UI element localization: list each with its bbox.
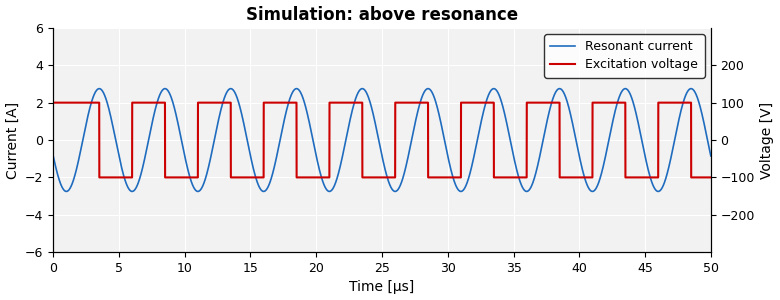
Resonant current xyxy=(212,124,222,128)
Title: Simulation: above resonance: Simulation: above resonance xyxy=(246,6,518,24)
Resonant current xyxy=(470,148,480,152)
Line: Excitation voltage: Excitation voltage xyxy=(53,103,711,177)
Y-axis label: Voltage [V]: Voltage [V] xyxy=(760,101,775,178)
Resonant current xyxy=(48,154,58,158)
Excitation voltage xyxy=(48,101,58,104)
Excitation voltage xyxy=(470,101,480,104)
Excitation voltage xyxy=(519,176,529,179)
Excitation voltage xyxy=(212,101,222,104)
X-axis label: Time [μs]: Time [μs] xyxy=(349,280,415,294)
Excitation voltage xyxy=(360,176,369,179)
Resonant current xyxy=(686,87,696,90)
Excitation voltage xyxy=(664,101,673,104)
Excitation voltage xyxy=(706,176,715,179)
Line: Resonant current: Resonant current xyxy=(53,88,711,191)
Y-axis label: Current [A]: Current [A] xyxy=(5,101,20,178)
Resonant current xyxy=(62,190,71,193)
Resonant current xyxy=(664,168,673,171)
Resonant current xyxy=(360,88,369,92)
Resonant current xyxy=(446,168,456,172)
Excitation voltage xyxy=(94,176,104,179)
Resonant current xyxy=(706,154,715,158)
Legend: Resonant current, Excitation voltage: Resonant current, Excitation voltage xyxy=(544,34,704,78)
Resonant current xyxy=(519,188,529,192)
Excitation voltage xyxy=(446,176,456,179)
